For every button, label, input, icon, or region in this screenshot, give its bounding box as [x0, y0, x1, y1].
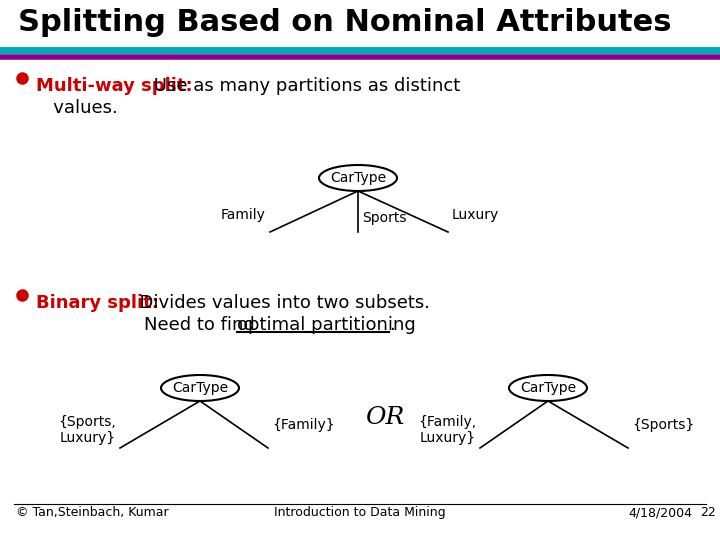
- Text: {Family}: {Family}: [272, 418, 335, 432]
- Text: 22: 22: [700, 506, 716, 519]
- Text: Need to find: Need to find: [144, 316, 261, 334]
- Text: .: .: [389, 316, 395, 334]
- Text: Multi-way split:: Multi-way split:: [36, 77, 193, 95]
- Text: Use as many partitions as distinct: Use as many partitions as distinct: [148, 77, 460, 95]
- Ellipse shape: [161, 375, 239, 401]
- Text: optimal partitioning: optimal partitioning: [237, 316, 415, 334]
- Text: {Sports}: {Sports}: [632, 418, 694, 432]
- Ellipse shape: [319, 165, 397, 191]
- Text: CarType: CarType: [520, 381, 576, 395]
- Text: {Sports,
Luxury}: {Sports, Luxury}: [58, 415, 116, 445]
- Text: OR: OR: [365, 407, 405, 429]
- Text: Divides values into two subsets.: Divides values into two subsets.: [128, 294, 430, 312]
- Text: Splitting Based on Nominal Attributes: Splitting Based on Nominal Attributes: [18, 8, 672, 37]
- Text: © Tan,Steinbach, Kumar: © Tan,Steinbach, Kumar: [16, 506, 168, 519]
- Text: {Family,
Luxury}: {Family, Luxury}: [418, 415, 476, 445]
- Text: Sports: Sports: [362, 211, 407, 225]
- Text: Binary split:: Binary split:: [36, 294, 159, 312]
- Text: 4/18/2004: 4/18/2004: [628, 506, 692, 519]
- Text: Luxury: Luxury: [452, 208, 499, 222]
- Ellipse shape: [509, 375, 587, 401]
- Text: CarType: CarType: [172, 381, 228, 395]
- Text: CarType: CarType: [330, 171, 386, 185]
- Text: values.: values.: [36, 99, 118, 117]
- Text: Family: Family: [221, 208, 266, 222]
- Text: Introduction to Data Mining: Introduction to Data Mining: [274, 506, 446, 519]
